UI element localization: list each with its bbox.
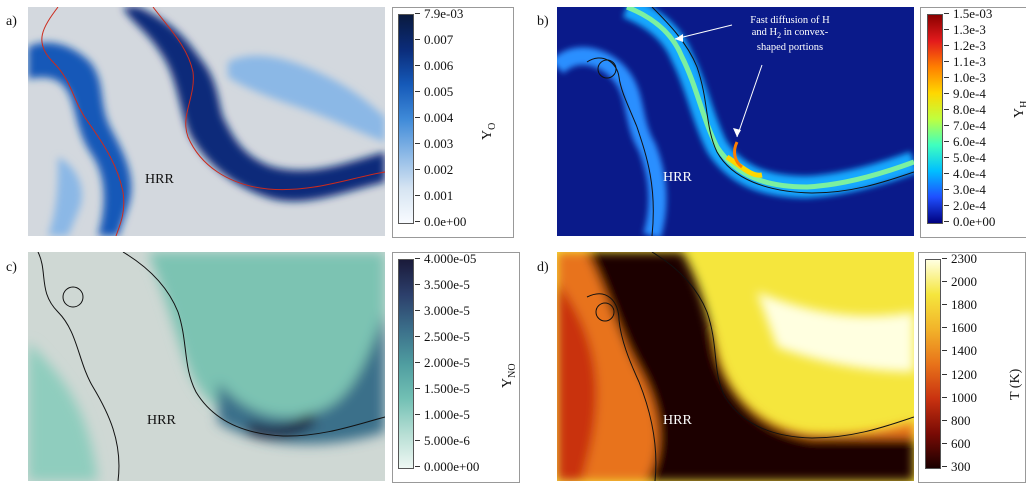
panel-d-tick: 1800: [942, 297, 977, 313]
panel-a-quantity-label: YO: [480, 123, 498, 140]
panel-d-label: d): [537, 260, 549, 275]
panel-c-tick: 5.000e-6: [415, 433, 470, 448]
panel-d-colorbar: [925, 259, 941, 469]
panel-a-quantity: Y: [480, 129, 495, 140]
panel-b-tick: 2.0e-4: [944, 198, 986, 213]
panel-b-tick: 1.1e-3: [944, 54, 986, 69]
panel-b-tick: 1.2e-3: [944, 38, 986, 53]
panel-c-quantity-label: YNO: [500, 363, 518, 388]
panel-a-tick: 0.0e+00: [414, 214, 467, 229]
panel-a-tick: 7.9e-03: [414, 6, 464, 21]
panel-b-hrr-label: HRR: [663, 170, 692, 185]
panel-c-tick: 0.000e+00: [414, 459, 480, 474]
panel-d-quantity: T (K): [1008, 368, 1023, 400]
panel-d-tick: 1600: [942, 320, 977, 336]
panel-d-tick: 1000: [942, 389, 977, 405]
panel-b-quantity-sub: H: [1019, 101, 1026, 108]
panel-a-tick: 0.003: [414, 136, 454, 151]
panel-a-tick: 0.001: [414, 188, 454, 203]
panel-a-tick: 0.004: [414, 110, 454, 125]
panel-b-annotation-arrows: [674, 24, 763, 138]
panel-a-tick: 0.002: [414, 162, 454, 177]
panel-b-tick: 9.0e-4: [944, 86, 986, 101]
panel-b-tick: 8.0e-4: [944, 102, 986, 117]
panel-c-field: [28, 252, 385, 481]
panel-c-tick: 4.000e-05: [414, 251, 477, 266]
panel-c-quantity-sub: NO: [506, 363, 518, 378]
panel-b-label: b): [537, 14, 549, 29]
panel-b-tick: 6.0e-4: [944, 134, 986, 149]
panel-c-quantity: Y: [500, 377, 515, 388]
panel-b-tick: 3.0e-4: [944, 182, 986, 197]
panel-c-tick: 1.000e-5: [415, 407, 470, 422]
panel-c-tick: 3.500e-5: [415, 277, 470, 292]
panel-a-tick: 0.006: [414, 58, 454, 73]
panel-b-annotation: Fast diffusion of H and H2 in convex- sh…: [750, 15, 830, 54]
panel-b-tick: 7.0e-4: [944, 118, 986, 133]
panel-c-tick: 3.000e-5: [415, 303, 470, 318]
panel-a-colorbar: [398, 14, 414, 224]
panel-a-tick: 0.007: [414, 32, 454, 47]
panel-c-hrr-label: HRR: [147, 413, 176, 428]
panel-b-quantity: Y: [1012, 107, 1026, 118]
panel-b-quantity-label: YH: [1012, 101, 1026, 118]
panel-d-tick: 300: [942, 459, 971, 474]
panel-d-tick: 2000: [942, 274, 977, 290]
panel-b-tick: 5.0e-4: [944, 150, 986, 165]
panel-d-tick: 2300: [942, 251, 977, 266]
panel-a-tick: 0.005: [414, 84, 454, 99]
panel-b-colorbar: [927, 14, 943, 224]
panel-a-field: [28, 7, 385, 236]
panel-b-field: [557, 7, 914, 236]
panel-c-tick: 2.000e-5: [415, 355, 470, 370]
panel-c-colorbar: [398, 259, 414, 469]
panel-b-tick: 1.3e-3: [944, 22, 986, 37]
panel-d-hrr-label: HRR: [663, 413, 692, 428]
panel-c-tick: 2.500e-5: [415, 329, 470, 344]
panel-d-quantity-label: T (K): [1008, 369, 1026, 400]
panel-b-tick: 1.0e-3: [944, 70, 986, 85]
panel-c-tick: 1.500e-5: [415, 381, 470, 396]
panel-c-label: c): [6, 260, 17, 275]
panel-d-tick: 800: [942, 412, 971, 428]
panel-a-quantity-sub: O: [486, 122, 498, 130]
panel-b-tick: 4.0e-4: [944, 166, 986, 181]
panel-d-tick: 1200: [942, 366, 977, 382]
panel-d-tick: 600: [942, 435, 971, 451]
panel-d-tick: 1400: [942, 343, 977, 359]
panel-a-hrr-label: HRR: [145, 172, 174, 187]
panel-b-tick: 1.5e-03: [943, 6, 993, 21]
panel-b-tick: 0.0e+00: [943, 214, 996, 229]
panel-a-label: a): [6, 14, 17, 29]
panel-d-field: [557, 252, 914, 481]
